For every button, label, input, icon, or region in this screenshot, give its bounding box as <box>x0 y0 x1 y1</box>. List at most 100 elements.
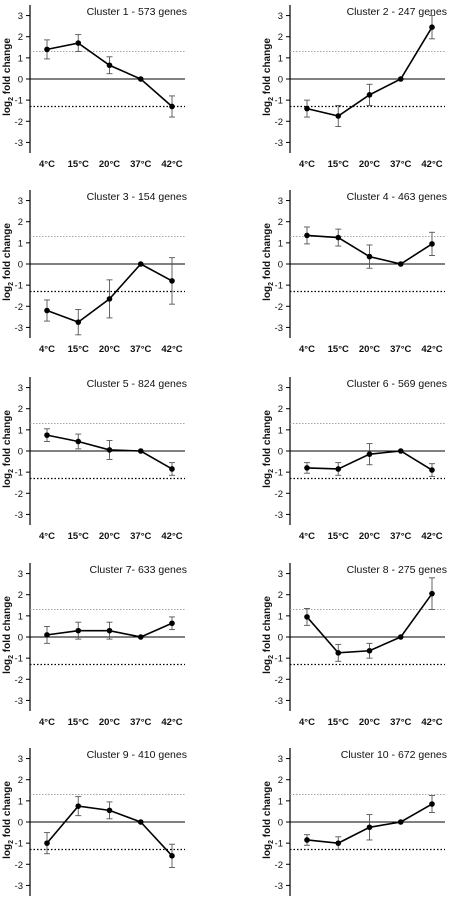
y-tick-label: 2 <box>278 32 283 43</box>
y-axis-label-part: log <box>262 286 273 301</box>
y-axis-label: log2 fold change <box>2 223 15 301</box>
chart-title: Cluster 10 - 672 genes <box>341 749 447 761</box>
y-axis-label-subscript: 2 <box>268 97 275 101</box>
y-tick-label: 2 <box>278 217 283 228</box>
y-tick-label: 1 <box>18 53 23 64</box>
x-tick-label: 42°C <box>421 159 442 170</box>
chart-title: Cluster 8 - 275 genes <box>347 564 447 576</box>
x-tick-label: 15°C <box>68 344 89 355</box>
y-tick-label: 3 <box>278 11 283 22</box>
x-tick-label: 20°C <box>359 717 380 728</box>
y-tick-label: -3 <box>275 696 283 707</box>
x-tick-label: 42°C <box>421 531 442 542</box>
x-tick-label: 20°C <box>359 159 380 170</box>
y-axis-label-part: fold change <box>262 596 273 655</box>
y-tick-label: 0 <box>278 633 283 644</box>
y-axis-label-part: log <box>262 473 273 488</box>
x-tick-label: 37°C <box>130 717 151 728</box>
y-tick-label: -3 <box>275 323 283 334</box>
y-axis-label-part: log <box>2 659 13 674</box>
y-tick-label: -3 <box>15 138 23 149</box>
x-tick-label: 4°C <box>299 717 315 728</box>
data-point <box>335 650 342 656</box>
data-point <box>106 296 113 302</box>
data-point <box>304 837 310 843</box>
x-tick-label: 42°C <box>161 531 182 542</box>
y-tick-label: 1 <box>18 611 23 622</box>
data-point <box>75 627 82 634</box>
data-point <box>137 76 144 82</box>
y-tick-label: -1 <box>15 96 23 107</box>
y-tick-label: 1 <box>278 611 283 622</box>
data-point <box>137 448 144 454</box>
y-tick-label: 0 <box>18 75 23 86</box>
data-point <box>44 307 50 314</box>
x-tick-label: 42°C <box>161 344 182 355</box>
y-tick-label: -1 <box>15 468 23 479</box>
x-tick-label: 42°C <box>421 344 442 355</box>
x-tick-label: 15°C <box>328 159 349 170</box>
data-point <box>397 76 404 82</box>
chart-title: Cluster 6 - 569 genes <box>347 378 447 390</box>
data-point <box>397 261 404 267</box>
data-point <box>75 803 82 809</box>
y-tick-label: 0 <box>18 260 23 271</box>
y-tick-label: 1 <box>278 425 283 436</box>
series-line <box>46 42 173 108</box>
data-point <box>397 448 404 454</box>
y-axis-label: log2 fold change <box>262 38 275 116</box>
data-point <box>429 24 435 31</box>
data-point <box>335 234 342 241</box>
y-tick-label: 0 <box>278 818 283 829</box>
y-axis-label-subscript: 2 <box>268 655 275 659</box>
data-point <box>169 620 175 627</box>
chart-title: Cluster 7- 633 genes <box>90 564 187 576</box>
y-tick-label: 3 <box>18 383 23 394</box>
x-tick-label: 42°C <box>161 159 182 170</box>
chart-title: Cluster 5 - 824 genes <box>87 378 187 390</box>
x-tick-label: 20°C <box>359 344 380 355</box>
x-tick-label: 20°C <box>99 159 120 170</box>
x-tick-label: 15°C <box>328 531 349 542</box>
chart-title: Cluster 3 - 154 genes <box>87 191 187 203</box>
y-axis-label: log2 fold change <box>2 596 15 674</box>
y-tick-label: 1 <box>278 238 283 249</box>
y-axis-label-subscript: 2 <box>8 282 15 286</box>
y-axis-label-part: log <box>262 844 273 859</box>
y-tick-label: -2 <box>15 302 23 313</box>
y-tick-label: -2 <box>15 489 23 500</box>
y-axis-label-part: fold change <box>262 38 273 97</box>
y-axis-label-subscript: 2 <box>8 469 15 473</box>
y-tick-label: -1 <box>275 468 283 479</box>
y-axis-label-part: fold change <box>262 410 273 469</box>
y-axis-label: log2 fold change <box>2 38 15 116</box>
y-tick-label: 1 <box>18 425 23 436</box>
y-tick-label: 2 <box>18 217 23 228</box>
y-tick-label: 2 <box>18 404 23 415</box>
x-tick-label: 4°C <box>39 344 55 355</box>
y-tick-label: 2 <box>18 590 23 601</box>
y-tick-label: -1 <box>15 654 23 665</box>
y-tick-label: -3 <box>15 510 23 521</box>
x-tick-label: 20°C <box>359 531 380 542</box>
y-axis-label-part: fold change <box>2 410 13 469</box>
y-tick-label: 3 <box>18 754 23 765</box>
data-point <box>106 627 113 634</box>
y-tick-label: 2 <box>278 590 283 601</box>
data-point <box>169 103 175 110</box>
x-tick-label: 37°C <box>390 717 411 728</box>
y-tick-label: -1 <box>275 839 283 850</box>
y-tick-label: 3 <box>278 196 283 207</box>
y-tick-label: -1 <box>15 839 23 850</box>
data-point <box>75 319 82 325</box>
y-tick-label: 0 <box>278 75 283 86</box>
x-tick-label: 37°C <box>130 344 151 355</box>
data-point <box>335 840 342 846</box>
